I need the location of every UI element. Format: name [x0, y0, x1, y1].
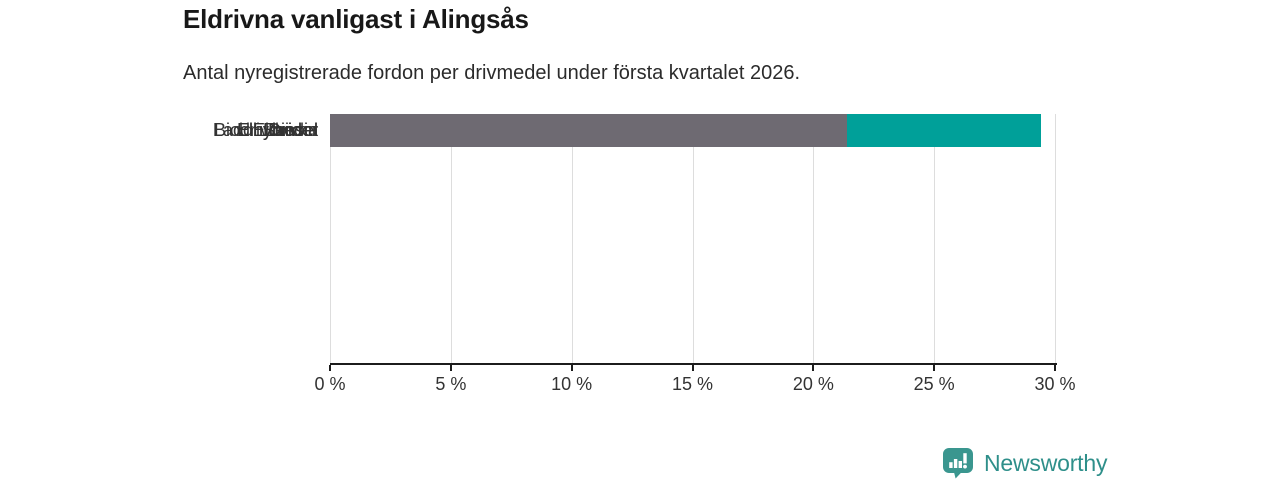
x-axis-tick-label: 30 % [1034, 374, 1076, 394]
x-axis-tick [691, 365, 694, 371]
x-axis-tick-label: 5 % [435, 374, 467, 394]
x-axis-tick [449, 365, 452, 371]
category-label: Bensin [262, 120, 318, 140]
x-axis-tick [1054, 365, 1056, 371]
category-label: Elhybrider [236, 120, 318, 140]
gridline [813, 114, 815, 363]
gridline [1055, 114, 1056, 363]
newsworthy-pin-bar-chart-icon [941, 446, 975, 480]
gridline [450, 114, 452, 363]
category-label: Eldrivna [252, 120, 318, 140]
category-label: Biodrivmedel [213, 120, 318, 140]
x-axis-tick [933, 365, 936, 371]
gridline [692, 114, 694, 363]
x-axis-tick-label: 10 % [551, 374, 593, 394]
x-axis-tick [329, 365, 331, 371]
x-axis-tick-label: 0 % [314, 374, 346, 394]
gridline [571, 114, 573, 363]
x-axis-tick [570, 365, 573, 371]
newsworthy-logo-text: Newsworthy [984, 449, 1108, 476]
x-axis-tick-label: 15 % [671, 374, 714, 394]
bar-row-bensin: Bensin [263, 114, 1055, 147]
plot-area: Eldrivna Laddhybrider Biodrivmedel Elhyb… [213, 114, 1076, 394]
x-axis-line [330, 363, 1057, 365]
x-axis-tick-label: 20 % [792, 374, 834, 394]
x-axis-tick-label: 25 % [913, 374, 955, 394]
category-label: Laddhybrider [212, 120, 318, 140]
newsworthy-logo: Newsworthy [941, 446, 1107, 480]
category-label: Diesel [267, 120, 318, 140]
x-axis-tick [812, 365, 815, 371]
chart-title: Eldrivna vanligast i Alingsås [183, 4, 529, 34]
gridline [934, 114, 936, 363]
bar-bensin [330, 114, 848, 147]
chart-subtitle: Antal nyregistrerade fordon per drivmede… [183, 62, 801, 84]
gridline [330, 114, 331, 363]
